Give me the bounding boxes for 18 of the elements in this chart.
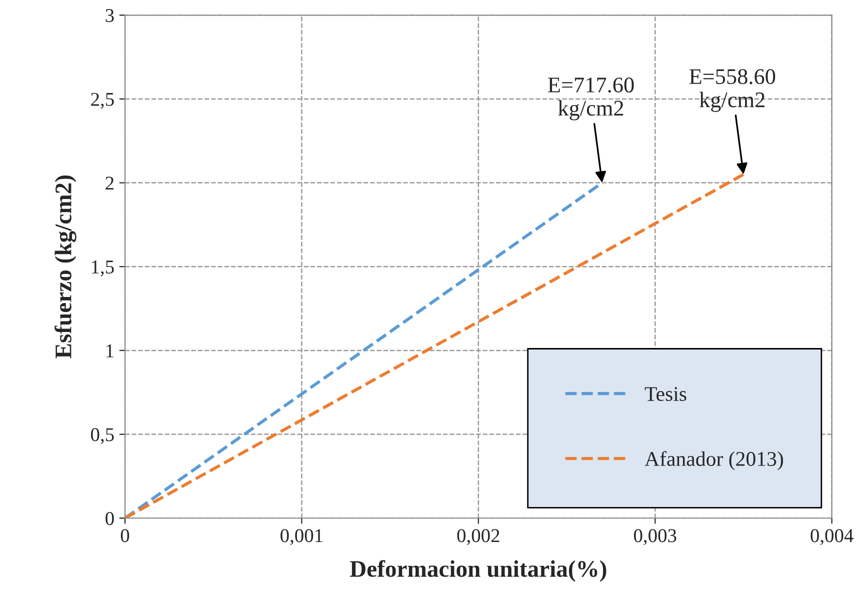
- x-axis-title: Deformacion unitaria(%): [350, 560, 606, 582]
- y-tick-label: 1: [106, 344, 114, 358]
- y-tick-label: 2,5: [91, 92, 114, 109]
- y-tick-label: 3: [106, 9, 114, 22]
- y-tick-label: 0,5: [91, 428, 114, 444]
- x-tick-label: 0,004: [810, 529, 854, 546]
- y-tick-label: 2: [106, 176, 114, 190]
- x-tick-label: 0,001: [280, 529, 322, 546]
- legend-label: Afanador (2013): [644, 451, 783, 470]
- annotation: E=717.60 kg/cm2: [548, 78, 634, 120]
- x-tick-label: 0,002: [457, 529, 500, 546]
- y-tick-label: 1,5: [92, 260, 114, 276]
- y-tick-label: 0: [106, 512, 114, 526]
- legend-label: Tesis: [644, 387, 686, 402]
- x-tick-label: 0: [120, 529, 130, 542]
- y-axis-title: Esfuerzo (kg/cm2): [54, 176, 76, 358]
- annotation: E=558.60 kg/cm2: [689, 69, 776, 112]
- x-tick-label: 0,003: [634, 529, 676, 546]
